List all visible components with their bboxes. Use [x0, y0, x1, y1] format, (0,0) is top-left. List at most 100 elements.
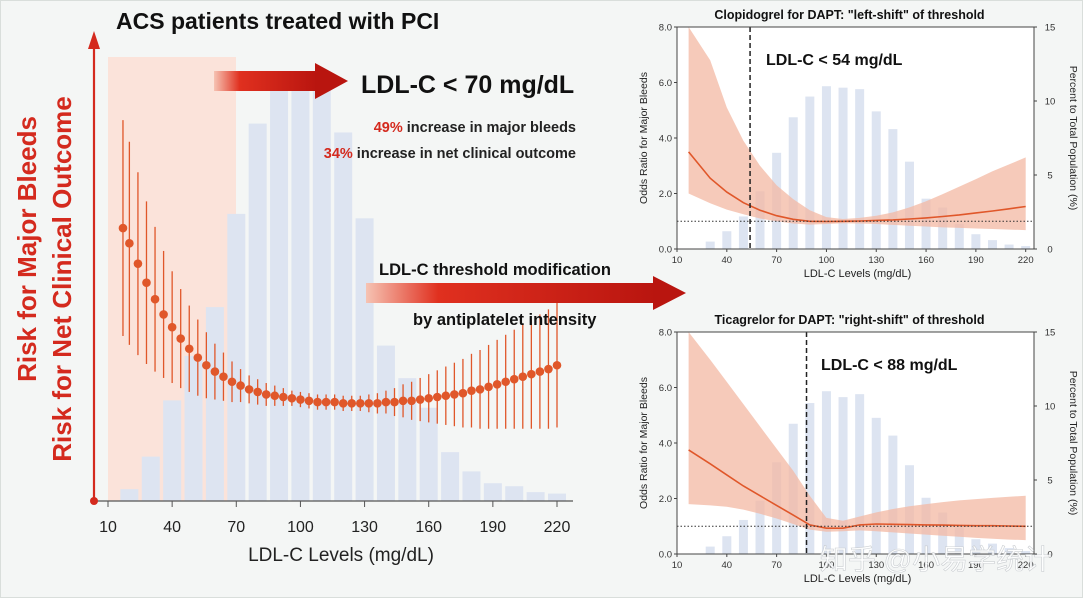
main-curve-point — [484, 382, 493, 392]
main-curve-point — [552, 360, 562, 370]
main-curve-point — [355, 399, 365, 408]
modification-arrow-shaft — [366, 283, 655, 303]
main-histogram — [120, 83, 566, 502]
clopidogrel-confidence-band — [688, 27, 1026, 231]
ticagrelor-y2-tick-label: 0 — [1047, 550, 1052, 561]
clopidogrel-x-tick-label: 220 — [1018, 255, 1034, 266]
modification-arrow-head — [653, 276, 686, 310]
ticagrelor-x-tick-label: 40 — [722, 560, 733, 571]
ticagrelor-x-tick-label: 220 — [1018, 560, 1034, 571]
main-curve-point — [321, 397, 331, 407]
ticagrelor-y2-tick-label: 10 — [1045, 402, 1056, 413]
ticagrelor-bar — [705, 546, 715, 554]
ticagrelor-bar — [855, 394, 865, 554]
main-curve-point — [458, 388, 468, 398]
clopidogrel-bar — [904, 161, 914, 249]
clopidogrel-bar — [821, 86, 831, 249]
y-label-major-bleeds: Risk for Major Bleeds — [12, 116, 42, 382]
main-curve-point — [287, 393, 297, 403]
clopidogrel-bar — [788, 117, 798, 249]
clopidogrel-bar — [838, 87, 848, 250]
ticagrelor-bar — [838, 397, 848, 554]
main-x-tick-label: 100 — [287, 519, 314, 536]
clopidogrel-bar — [987, 240, 997, 249]
ticagrelor-bar — [971, 539, 981, 554]
ticagrelor-x-tick-label: 70 — [771, 560, 782, 571]
ticagrelor-bar — [805, 403, 815, 554]
ticagrelor-panel: 10 40 70 100 130 160 190 220 0.0 2.0 4.0 6.0 8.0 0 5 10… — [638, 313, 1079, 585]
clopidogrel-y-tick-label: 8.0 — [659, 23, 672, 34]
main-bar — [376, 345, 395, 501]
risk-axis-arrowhead — [88, 31, 100, 49]
main-bar — [184, 355, 203, 501]
main-curve-point — [253, 387, 262, 397]
main-curve-point — [390, 397, 399, 407]
clopidogrel-x-tick-label: 100 — [819, 255, 835, 266]
main-curve-point — [527, 369, 536, 379]
ticagrelor-y2-tick-label: 5 — [1047, 476, 1052, 487]
net-outcome-increase-pct: 34% — [324, 146, 353, 162]
threshold-arrow-shaft — [214, 71, 317, 91]
main-curve-point — [159, 310, 168, 319]
main-curve-point — [535, 367, 545, 376]
ticagrelor-y2-label: Percent to Total Population (%) — [1067, 371, 1079, 516]
main-curve-point — [244, 385, 254, 394]
ticagrelor-y-tick-label: 0.0 — [659, 550, 672, 561]
main-curve-point — [125, 239, 134, 248]
bleeds-increase-pct: 49% — [374, 120, 403, 136]
main-bar — [505, 486, 524, 501]
main-x-tick-label: 70 — [227, 519, 245, 536]
main-curve-point — [364, 399, 374, 408]
clopidogrel-x-tick-label: 160 — [918, 255, 934, 266]
main-curve-point — [424, 393, 434, 403]
main-bar — [334, 132, 353, 502]
main-curve-point — [415, 395, 425, 404]
ticagrelor-bar — [954, 527, 964, 554]
main-bar — [227, 213, 246, 501]
main-curve-point — [176, 334, 185, 343]
modification-line-1: LDL-C threshold modification — [379, 261, 611, 279]
clopidogrel-x-tick-label: 190 — [968, 255, 984, 266]
main-bar — [248, 123, 267, 501]
main-curve-point — [142, 278, 151, 288]
clopidogrel-y-tick-label: 4.0 — [659, 134, 672, 145]
clopidogrel-bar — [888, 129, 898, 249]
main-curve-point — [219, 372, 228, 381]
clopidogrel-bar — [755, 191, 765, 249]
clopidogrel-panel: 10 40 70 100 130 160 190 220 0.0 2.0 4.0 6.0 8.0 0 5 10… — [638, 8, 1079, 280]
main-curve-point — [150, 294, 160, 304]
main-curve-point — [450, 390, 459, 399]
main-curve-point — [475, 385, 485, 394]
main-curve-point — [381, 397, 391, 407]
risk-axis-origin — [90, 497, 98, 505]
ticagrelor-y2-tick-label: 15 — [1045, 328, 1056, 339]
clopidogrel-y-tick-label: 0.0 — [659, 245, 672, 256]
ticagrelor-y-label: Odds Ratio for Major Bleeds — [638, 377, 650, 509]
main-curve-points — [118, 223, 562, 408]
main-bar — [270, 89, 289, 501]
clopidogrel-x-tick-label: 10 — [672, 255, 683, 266]
main-curve-point — [492, 380, 502, 389]
main-bar — [205, 307, 224, 501]
main-x-tick-label: 10 — [99, 519, 117, 536]
ticagrelor-bar — [722, 536, 732, 554]
threshold-text: LDL-C < 70 mg/dL — [361, 71, 574, 99]
clopidogrel-y-tick-label: 6.0 — [659, 78, 672, 89]
ticagrelor-bar — [871, 417, 881, 554]
main-curve-point — [133, 259, 143, 268]
clopidogrel-bar — [938, 207, 948, 249]
ticagrelor-x-tick-label: 130 — [868, 560, 884, 571]
main-curve-point — [467, 386, 476, 395]
clopidogrel-x-tick-label: 70 — [771, 255, 782, 266]
main-curve-point — [227, 377, 237, 387]
main-bar — [419, 407, 438, 501]
main-curve-point — [518, 372, 528, 381]
ticagrelor-bar — [755, 500, 765, 554]
ticagrelor-bar — [821, 391, 831, 554]
main-bar — [526, 492, 545, 501]
main-curve-point — [407, 396, 416, 406]
clopidogrel-bar — [954, 223, 964, 249]
main-curve-point — [210, 367, 220, 376]
